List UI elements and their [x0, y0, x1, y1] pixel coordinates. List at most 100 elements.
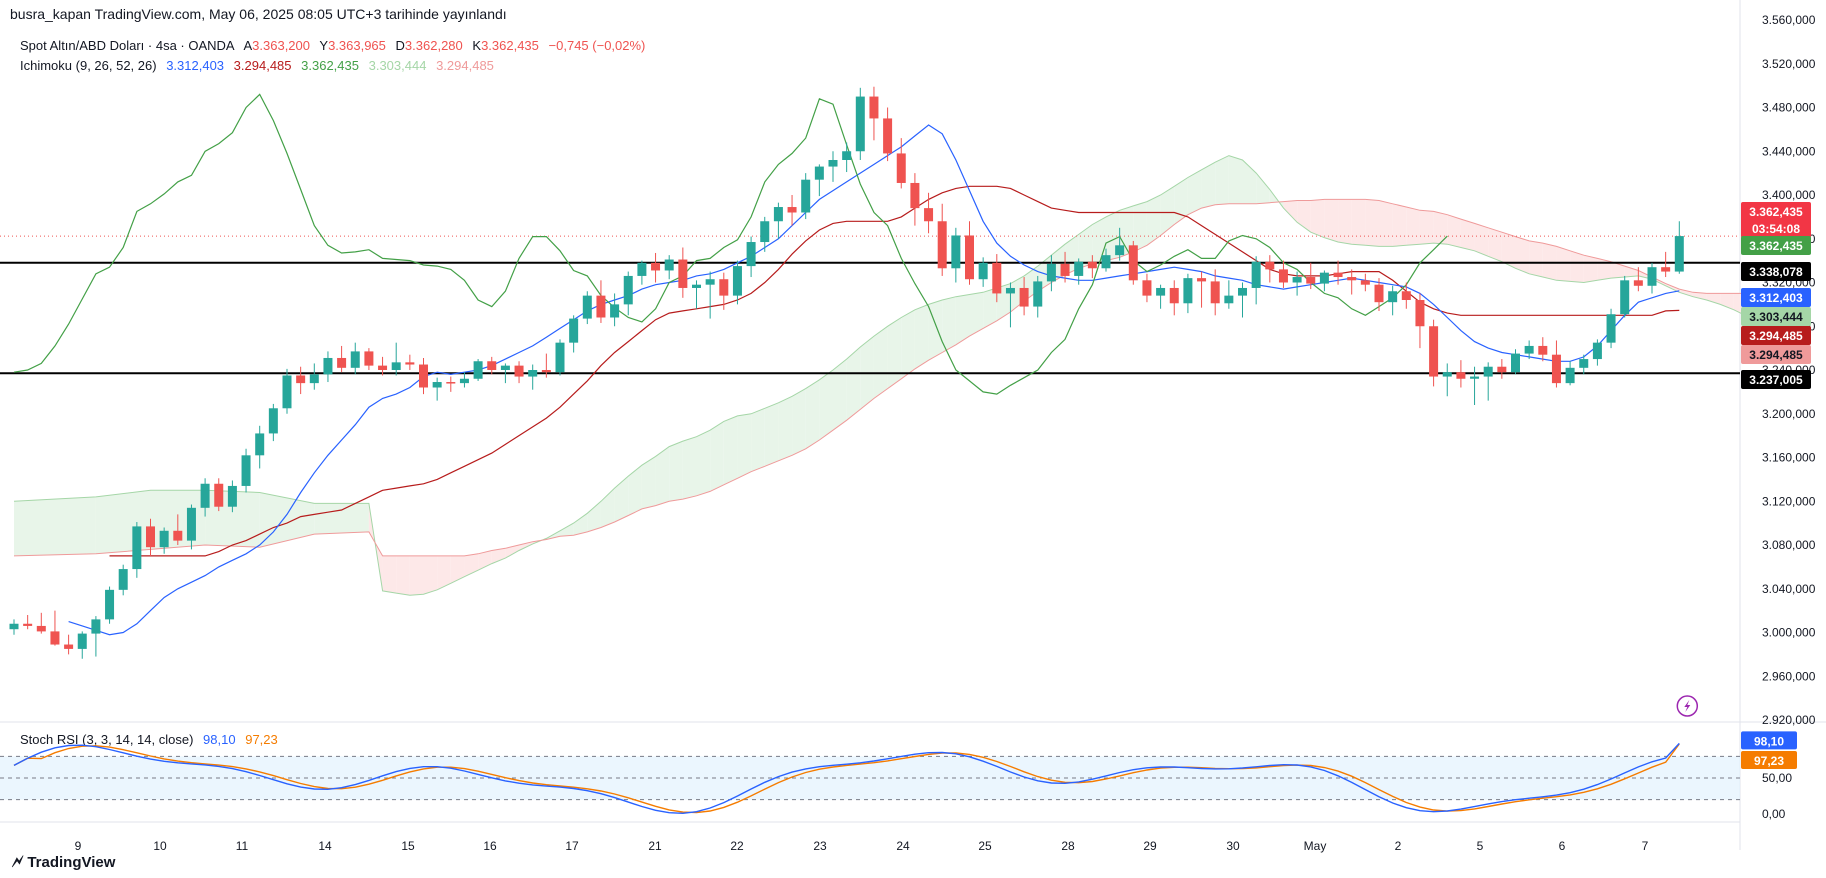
ichimoku-cloud-segment: [669, 441, 683, 502]
ichimoku-cloud-segment: [1488, 227, 1502, 262]
candle-body: [842, 151, 852, 160]
candle-body: [1647, 267, 1657, 286]
ichimoku-cloud-segment: [1201, 162, 1216, 209]
candle: [159, 527, 169, 554]
ichimoku-cloud-segment: [1460, 219, 1475, 251]
ichimoku-cloud-segment: [1160, 186, 1175, 236]
price-axis-tick: 3.080,000: [1762, 538, 1816, 552]
candle-body: [1197, 278, 1207, 282]
ichimoku-cloud-segment: [1583, 255, 1598, 283]
ichimoku-cloud-segment: [1692, 292, 1707, 300]
candle: [1046, 255, 1056, 292]
candle: [23, 615, 33, 630]
candle: [978, 257, 988, 287]
candle: [719, 272, 729, 310]
candle-body: [105, 589, 115, 620]
ichimoku-cloud-segment: [778, 396, 793, 461]
stoch-rsi-k-value: 98,10: [203, 732, 236, 747]
candle-body: [1060, 263, 1070, 276]
candle: [268, 403, 278, 442]
candle-body: [1401, 291, 1411, 300]
candle: [1115, 227, 1125, 261]
price-axis-tick: 2.920,000: [1762, 713, 1816, 727]
candle: [214, 478, 224, 512]
candle-body: [146, 526, 155, 548]
candle: [1292, 271, 1302, 296]
stoch-rsi-label[interactable]: Stoch RSI (3, 3, 14, 14, close): [20, 732, 194, 747]
candle: [50, 610, 60, 646]
candle-body: [828, 160, 838, 167]
candle: [1429, 319, 1439, 387]
ichimoku-cloud-segment: [887, 317, 902, 389]
price-badge-lagging: 3.362,435: [1741, 236, 1811, 255]
ichimoku-cloud-segment: [655, 446, 670, 506]
price-axis-tick: 3.400,000: [1762, 188, 1816, 202]
candle: [1347, 269, 1357, 295]
candle: [1074, 258, 1084, 285]
candle: [746, 236, 756, 278]
ichimoku-span-b-line: [13, 198, 1776, 557]
candle-body: [1333, 272, 1343, 278]
candle-body: [596, 295, 606, 318]
candle: [1333, 260, 1343, 285]
stoch-rsi-d-line: [13, 743, 1680, 814]
time-axis-tick: 21: [648, 839, 662, 853]
candle: [255, 425, 265, 469]
time-axis-tick: 7: [1642, 839, 1649, 853]
candle-body: [582, 295, 592, 319]
candle: [1224, 280, 1234, 309]
candle-body: [64, 644, 74, 649]
ichimoku-cloud-segment: [1542, 243, 1557, 281]
candle-body: [446, 382, 456, 384]
ichimoku-label[interactable]: Ichimoku (9, 26, 52, 26): [20, 58, 157, 73]
candle: [937, 203, 947, 276]
ichimoku-cloud-segment: [1529, 240, 1543, 278]
price-badge-bg: [1741, 307, 1811, 326]
time-axis-tick: 17: [565, 839, 579, 853]
candle-body: [1101, 255, 1111, 269]
time-axis-tick: 16: [483, 839, 497, 853]
ichimoku-cloud-segment: [751, 408, 765, 472]
candle-body: [555, 342, 565, 373]
candle-body: [965, 235, 974, 280]
candle-body: [1388, 291, 1398, 303]
candle-body: [241, 455, 251, 486]
candle: [951, 227, 961, 283]
candle: [1511, 349, 1520, 375]
candle: [1456, 360, 1466, 388]
ichimoku-cloud-segment: [1379, 200, 1393, 247]
time-axis-tick: 24: [896, 839, 910, 853]
rsi-badge-label: 98,10: [1754, 734, 1784, 748]
candle-body: [364, 351, 374, 366]
candle: [1319, 270, 1329, 292]
candle: [1101, 248, 1111, 272]
ichimoku-span-a-line: [13, 155, 1776, 596]
candle: [36, 612, 46, 634]
ohlc-open: A3.363,200: [243, 38, 310, 53]
ohlc-high: Y3.363,965: [319, 38, 386, 53]
candle-body: [296, 375, 306, 384]
candle-body: [132, 526, 142, 570]
ichimoku-cloud-segment: [1447, 214, 1461, 248]
candle: [1019, 277, 1029, 316]
ichimoku-cloud-segment: [1133, 201, 1147, 252]
candle: [487, 356, 497, 375]
candle-body: [1456, 372, 1466, 379]
candle: [1142, 273, 1152, 303]
candle-body: [200, 483, 210, 508]
ichimoku-lagging-value: 3.362,435: [301, 58, 359, 73]
price-axis-tick: 3.560,000: [1762, 13, 1816, 27]
time-axis-tick: 6: [1559, 839, 1566, 853]
candle-body: [1005, 287, 1015, 294]
candle-body: [569, 318, 579, 343]
ichimoku-cloud-segment: [1392, 203, 1407, 247]
price-change: −0,745 (−0,02%): [548, 38, 646, 53]
tradingview-logo[interactable]: 🗲 TradingView: [12, 852, 115, 872]
candle-body: [500, 365, 510, 370]
symbol-name[interactable]: Spot Altın/ABD Doları · 4sa · OANDA: [20, 38, 235, 53]
price-badge-bg: [1741, 370, 1811, 389]
candle-body: [814, 166, 824, 180]
candle-body: [1183, 278, 1193, 304]
candle-body: [350, 351, 360, 368]
